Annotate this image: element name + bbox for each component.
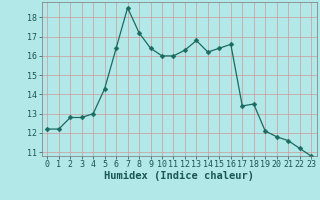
X-axis label: Humidex (Indice chaleur): Humidex (Indice chaleur) [104, 171, 254, 181]
